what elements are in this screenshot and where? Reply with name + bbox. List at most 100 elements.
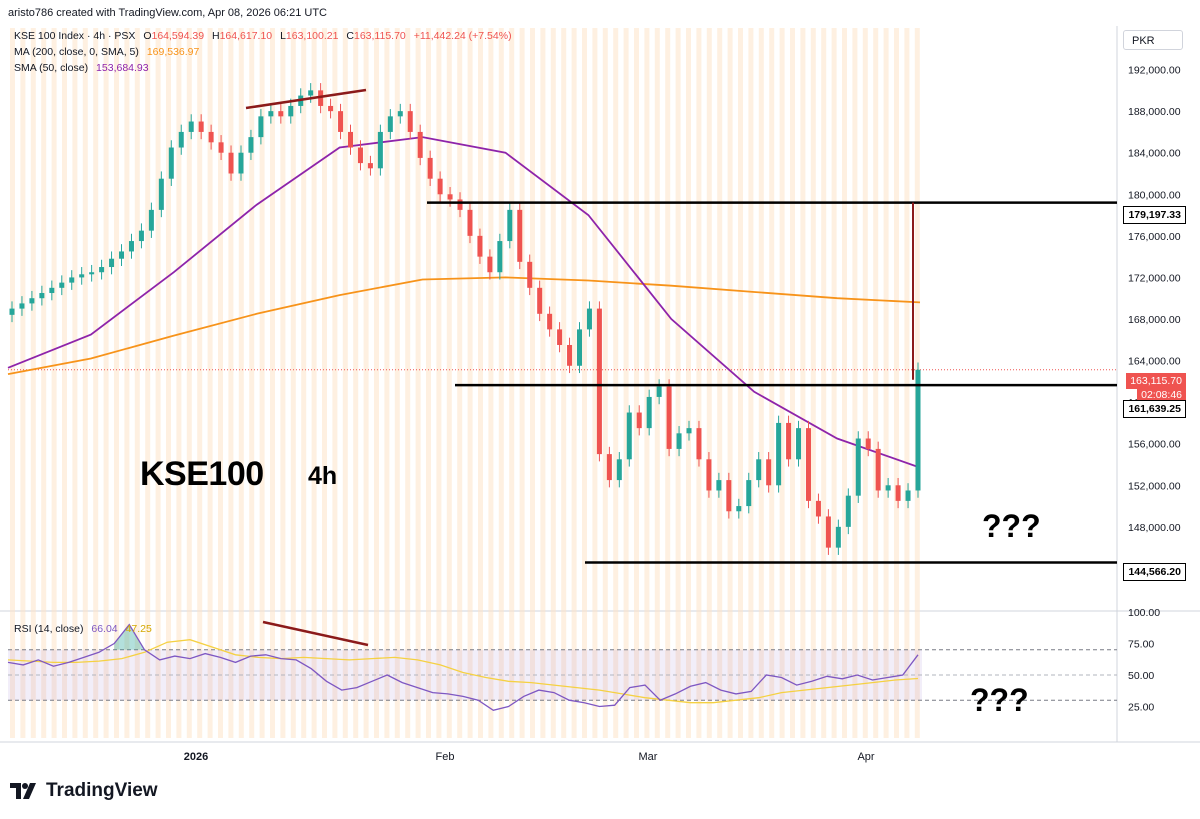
candle-body [198, 121, 204, 132]
candle-body [417, 131, 423, 158]
candle-body [148, 209, 154, 231]
session-band [519, 28, 525, 738]
session-band [103, 28, 109, 738]
candle-body [377, 131, 383, 169]
candle-body [676, 433, 682, 449]
candle-body [865, 438, 871, 449]
legend-ma-row: MA (200, close, 0, SMA, 5) 169,536.97 [14, 46, 204, 58]
candle-body [457, 199, 463, 210]
candle-body [666, 386, 672, 449]
session-band [249, 28, 255, 738]
session-band [894, 28, 899, 738]
candle-body [59, 282, 65, 288]
candle-body [19, 303, 25, 309]
legend-symbol: KSE 100 Index · 4h · PSX [14, 30, 136, 42]
session-band [41, 28, 47, 738]
candle-body [686, 428, 692, 434]
candle-body [79, 274, 85, 278]
session-band [384, 28, 390, 738]
price-axis-tick: 172,000.00 [1128, 272, 1181, 284]
session-band [426, 28, 431, 738]
candle-body [357, 147, 363, 164]
rsi-divergence-line [262, 620, 369, 647]
candle-body [786, 422, 792, 460]
session-band [311, 28, 317, 738]
session-band [342, 28, 348, 738]
rsi-axis-tick: 75.00 [1128, 639, 1154, 651]
legend-sma-label: SMA (50, close) [14, 62, 89, 74]
candle-body [268, 111, 274, 117]
candle-body [138, 230, 144, 242]
session-band [821, 28, 827, 738]
session-band [197, 28, 203, 738]
session-band [446, 28, 452, 738]
candle-body [746, 480, 752, 507]
session-band [186, 28, 192, 738]
rsi-ma-line [7, 639, 919, 704]
price-axis-tick: 168,000.00 [1128, 314, 1181, 326]
session-band [30, 28, 36, 738]
sma50-line [7, 136, 921, 469]
currency-button[interactable]: PKR [1123, 30, 1183, 50]
candle-body [576, 329, 582, 366]
candle-body [437, 178, 443, 195]
session-band [124, 28, 130, 738]
candle-body [318, 90, 324, 106]
legend-open: 164,594.39 [151, 30, 205, 42]
session-band [155, 28, 161, 738]
legend-close: 163,115.70 [353, 30, 406, 42]
session-band [218, 28, 223, 738]
session-band [717, 28, 723, 738]
session-band [654, 28, 660, 738]
candle-body [387, 116, 393, 132]
candle-body [9, 308, 15, 315]
session-band [498, 28, 504, 738]
candle-body [805, 428, 811, 501]
candle-body [29, 298, 35, 304]
session-band [228, 28, 234, 738]
session-band [634, 28, 639, 738]
session-band [831, 28, 837, 738]
rsi-axis-tick: 100.00 [1128, 607, 1160, 619]
footer-brand[interactable]: TradingView [46, 780, 158, 801]
legend-high: 164,617.10 [219, 30, 273, 42]
session-band [20, 28, 26, 738]
candle-body [109, 258, 115, 268]
candle-body [348, 131, 354, 148]
candle-body [547, 313, 553, 330]
session-band [592, 28, 598, 738]
candle-body [467, 209, 473, 236]
session-band [259, 28, 265, 738]
price-question-annotation: ??? [982, 508, 1041, 544]
legend-low: 163,100.21 [285, 30, 339, 42]
candle-body [716, 480, 722, 491]
candle-body [158, 178, 164, 210]
candle-body [517, 209, 523, 262]
candle-body [397, 111, 403, 117]
ma200-line [7, 276, 921, 375]
candle-body [756, 459, 762, 481]
candle-body [815, 500, 821, 517]
candles [9, 83, 921, 555]
rsi-axis-tick: 50.00 [1128, 670, 1154, 682]
candle-body [636, 412, 642, 429]
session-band [561, 28, 567, 738]
candle-body [238, 152, 244, 174]
session-band [51, 28, 57, 738]
session-band [800, 28, 806, 738]
candle-body [706, 459, 712, 491]
candle-body [308, 90, 314, 96]
session-band [696, 28, 702, 738]
session-band [530, 28, 535, 738]
session-band [550, 28, 556, 738]
session-band [134, 28, 140, 738]
candle-body [766, 459, 772, 486]
session-band [665, 28, 671, 738]
legend-open-label: O [143, 30, 152, 42]
candle-body [427, 157, 433, 179]
candle-body [487, 256, 493, 273]
session-band [706, 28, 712, 738]
time-axis-label: Feb [436, 751, 455, 763]
session-band [72, 28, 78, 738]
